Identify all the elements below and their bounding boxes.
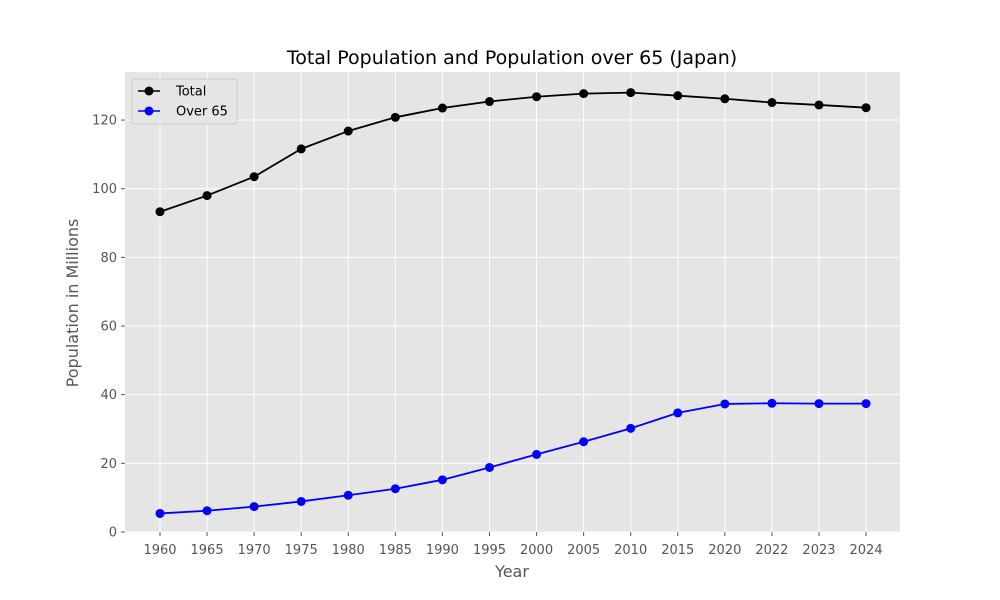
legend-entry-total: Total (138, 85, 206, 100)
x-axis-label: Year (494, 562, 529, 581)
series-over-65 (155, 398, 871, 518)
data-point-total (155, 207, 165, 217)
chart-title: Total Population and Population over 65 … (286, 47, 737, 69)
legend-marker-over-65 (144, 106, 154, 116)
y-tick-label: 20 (100, 457, 117, 472)
legend: Total Over 65 (131, 78, 238, 125)
x-tick-label: 2020 (708, 543, 741, 558)
x-tick-label: 2024 (850, 543, 883, 558)
data-point-total (202, 191, 212, 201)
series-total (155, 88, 871, 217)
data-point-over-65 (767, 398, 777, 408)
data-point-total (579, 89, 589, 99)
data-point-over-65 (579, 437, 589, 447)
x-tick-label: 1980 (332, 543, 365, 558)
data-point-total (861, 103, 871, 113)
y-tick-label: 100 (92, 182, 117, 197)
data-point-over-65 (155, 508, 165, 518)
data-point-total (767, 98, 777, 108)
x-tick-label: 1970 (238, 543, 271, 558)
tick-labels: 1960 1965 1970 1975 1980 1985 1990 1995 2000 2005… (92, 114, 882, 558)
x-tick-label: 2022 (755, 543, 788, 558)
data-point-total (343, 126, 353, 136)
x-tick-label: 2000 (520, 543, 553, 558)
y-tick-label: 120 (92, 114, 117, 129)
x-tick-label: 1965 (191, 543, 224, 558)
legend-marker-total (144, 86, 154, 96)
y-tick-label: 60 (100, 320, 117, 335)
data-point-total (484, 97, 494, 107)
data-point-over-65 (626, 423, 636, 433)
grid (125, 72, 900, 533)
data-point-total (296, 144, 306, 154)
x-tick-label: 1990 (426, 543, 459, 558)
data-point-total (437, 103, 447, 113)
data-point-over-65 (673, 408, 683, 418)
y-tick-label: 80 (100, 251, 117, 266)
y-axis-label: Population in Millions (63, 219, 82, 388)
legend-label-over-65: Over 65 (176, 105, 228, 120)
data-point-over-65 (249, 502, 259, 512)
data-point-over-65 (202, 506, 212, 516)
data-point-over-65 (814, 399, 824, 409)
data-point-over-65 (484, 462, 494, 472)
data-point-over-65 (390, 484, 400, 494)
data-point-total (814, 100, 824, 110)
x-tick-label: 1975 (285, 543, 318, 558)
x-tick-label: 2005 (567, 543, 600, 558)
series-line-total (159, 91, 867, 213)
data-point-over-65 (532, 449, 542, 459)
data-point-total (390, 112, 400, 122)
data-point-total (626, 88, 636, 98)
x-tick-label: 1985 (379, 543, 412, 558)
series-line-over-65 (159, 402, 867, 515)
data-point-over-65 (343, 490, 353, 500)
x-tick-label: 2023 (802, 543, 835, 558)
x-tick-label: 1995 (473, 543, 506, 558)
y-tick-label: 0 (109, 526, 117, 541)
x-tick-label: 2010 (614, 543, 647, 558)
data-point-over-65 (720, 399, 730, 409)
x-tick-label: 1960 (143, 543, 176, 558)
data-point-total (720, 94, 730, 104)
data-point-over-65 (296, 496, 306, 506)
data-point-over-65 (861, 399, 871, 409)
series-group (155, 88, 871, 518)
data-point-over-65 (437, 475, 447, 485)
data-point-total (249, 172, 259, 182)
legend-label-total: Total (175, 85, 206, 100)
legend-entry-over-65: Over 65 (138, 105, 228, 120)
data-point-total (673, 91, 683, 101)
data-point-total (532, 92, 542, 102)
x-tick-label: 2015 (661, 543, 694, 558)
y-tick-label: 40 (100, 388, 117, 403)
